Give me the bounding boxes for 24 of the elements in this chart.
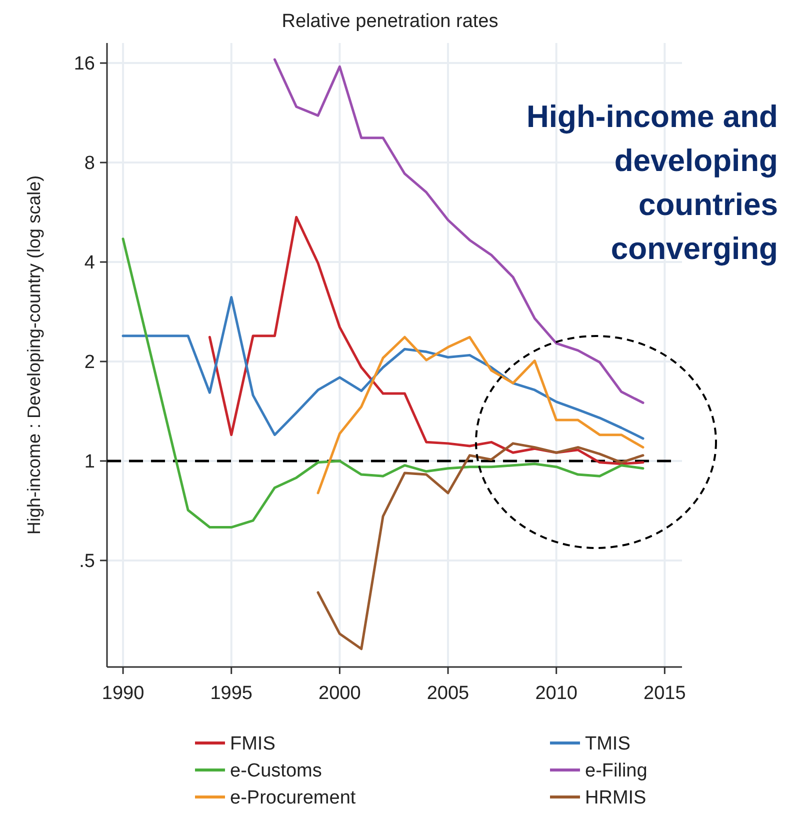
line-series: [122, 296, 644, 440]
y-axis-title: High-income : Developing-country (log scale): [24, 175, 44, 535]
legend-label: FMIS: [230, 734, 276, 755]
x-tick-label: 2005: [426, 683, 470, 704]
x-tick-label: 1990: [102, 683, 144, 704]
line-series: [316, 336, 644, 494]
y-tick-label: 8: [84, 153, 95, 174]
y-tick-label: 16: [74, 54, 95, 75]
line-series: [316, 442, 644, 650]
y-tick-label: 2: [84, 352, 95, 374]
y-tick-label: .5: [79, 551, 95, 572]
x-tick-label: 2000: [318, 683, 361, 704]
y-tick-label: 4: [84, 252, 96, 274]
legend-label: TMIS: [585, 734, 630, 755]
x-tick-label: 1995: [210, 683, 252, 704]
legend-label: HRMIS: [585, 788, 646, 809]
chart-title: Relative penetration rates: [282, 11, 498, 32]
legend-label: e-Customs: [230, 760, 322, 782]
y-tick-label: 1: [84, 452, 95, 473]
legend-label: e-Filing: [585, 760, 648, 782]
x-tick-label: 2015: [644, 683, 686, 704]
annotation: High-income and developing countries converging: [526, 99, 778, 266]
legend-label: e-Procurement: [230, 788, 356, 809]
x-tick-label: 2010: [535, 683, 578, 704]
